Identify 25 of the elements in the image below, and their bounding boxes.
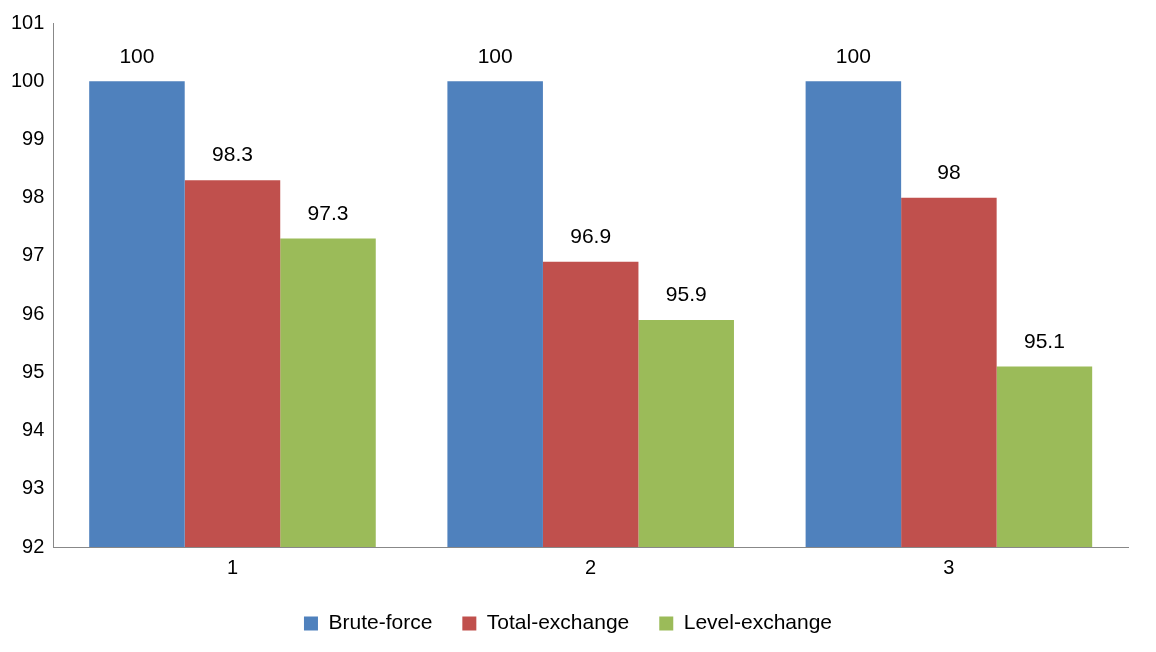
data-label: 97.3	[307, 200, 349, 224]
y-tick-label: 99	[22, 126, 45, 149]
legend-label: Brute-force	[328, 610, 433, 634]
data-label: 100	[835, 43, 871, 67]
x-tick-label: 1	[226, 555, 239, 578]
data-label: 100	[477, 43, 513, 67]
data-label: 95.9	[665, 282, 707, 306]
x-tick-label: 3	[943, 555, 955, 578]
legend-label: Total-exchange	[486, 610, 630, 634]
y-tick-label: 93	[22, 476, 45, 499]
y-tick-label: 94	[22, 418, 45, 441]
y-tick-label: 98	[22, 185, 45, 208]
y-tick-label: 96	[22, 301, 45, 324]
legend-label: Level-exchange	[683, 610, 833, 634]
y-tick-label: 101	[10, 10, 45, 33]
data-label: 100	[119, 43, 155, 67]
data-label: 95.1	[1023, 328, 1065, 352]
data-label: 98	[937, 159, 961, 183]
data-label: 96.9	[570, 224, 612, 248]
x-tick-label: 2	[585, 555, 597, 578]
y-tick-label: 95	[22, 359, 45, 382]
y-tick-label: 97	[22, 243, 45, 266]
y-tick-label: 92	[22, 534, 45, 557]
data-label: 98.3	[212, 142, 253, 166]
y-tick-label: 100	[10, 68, 45, 91]
